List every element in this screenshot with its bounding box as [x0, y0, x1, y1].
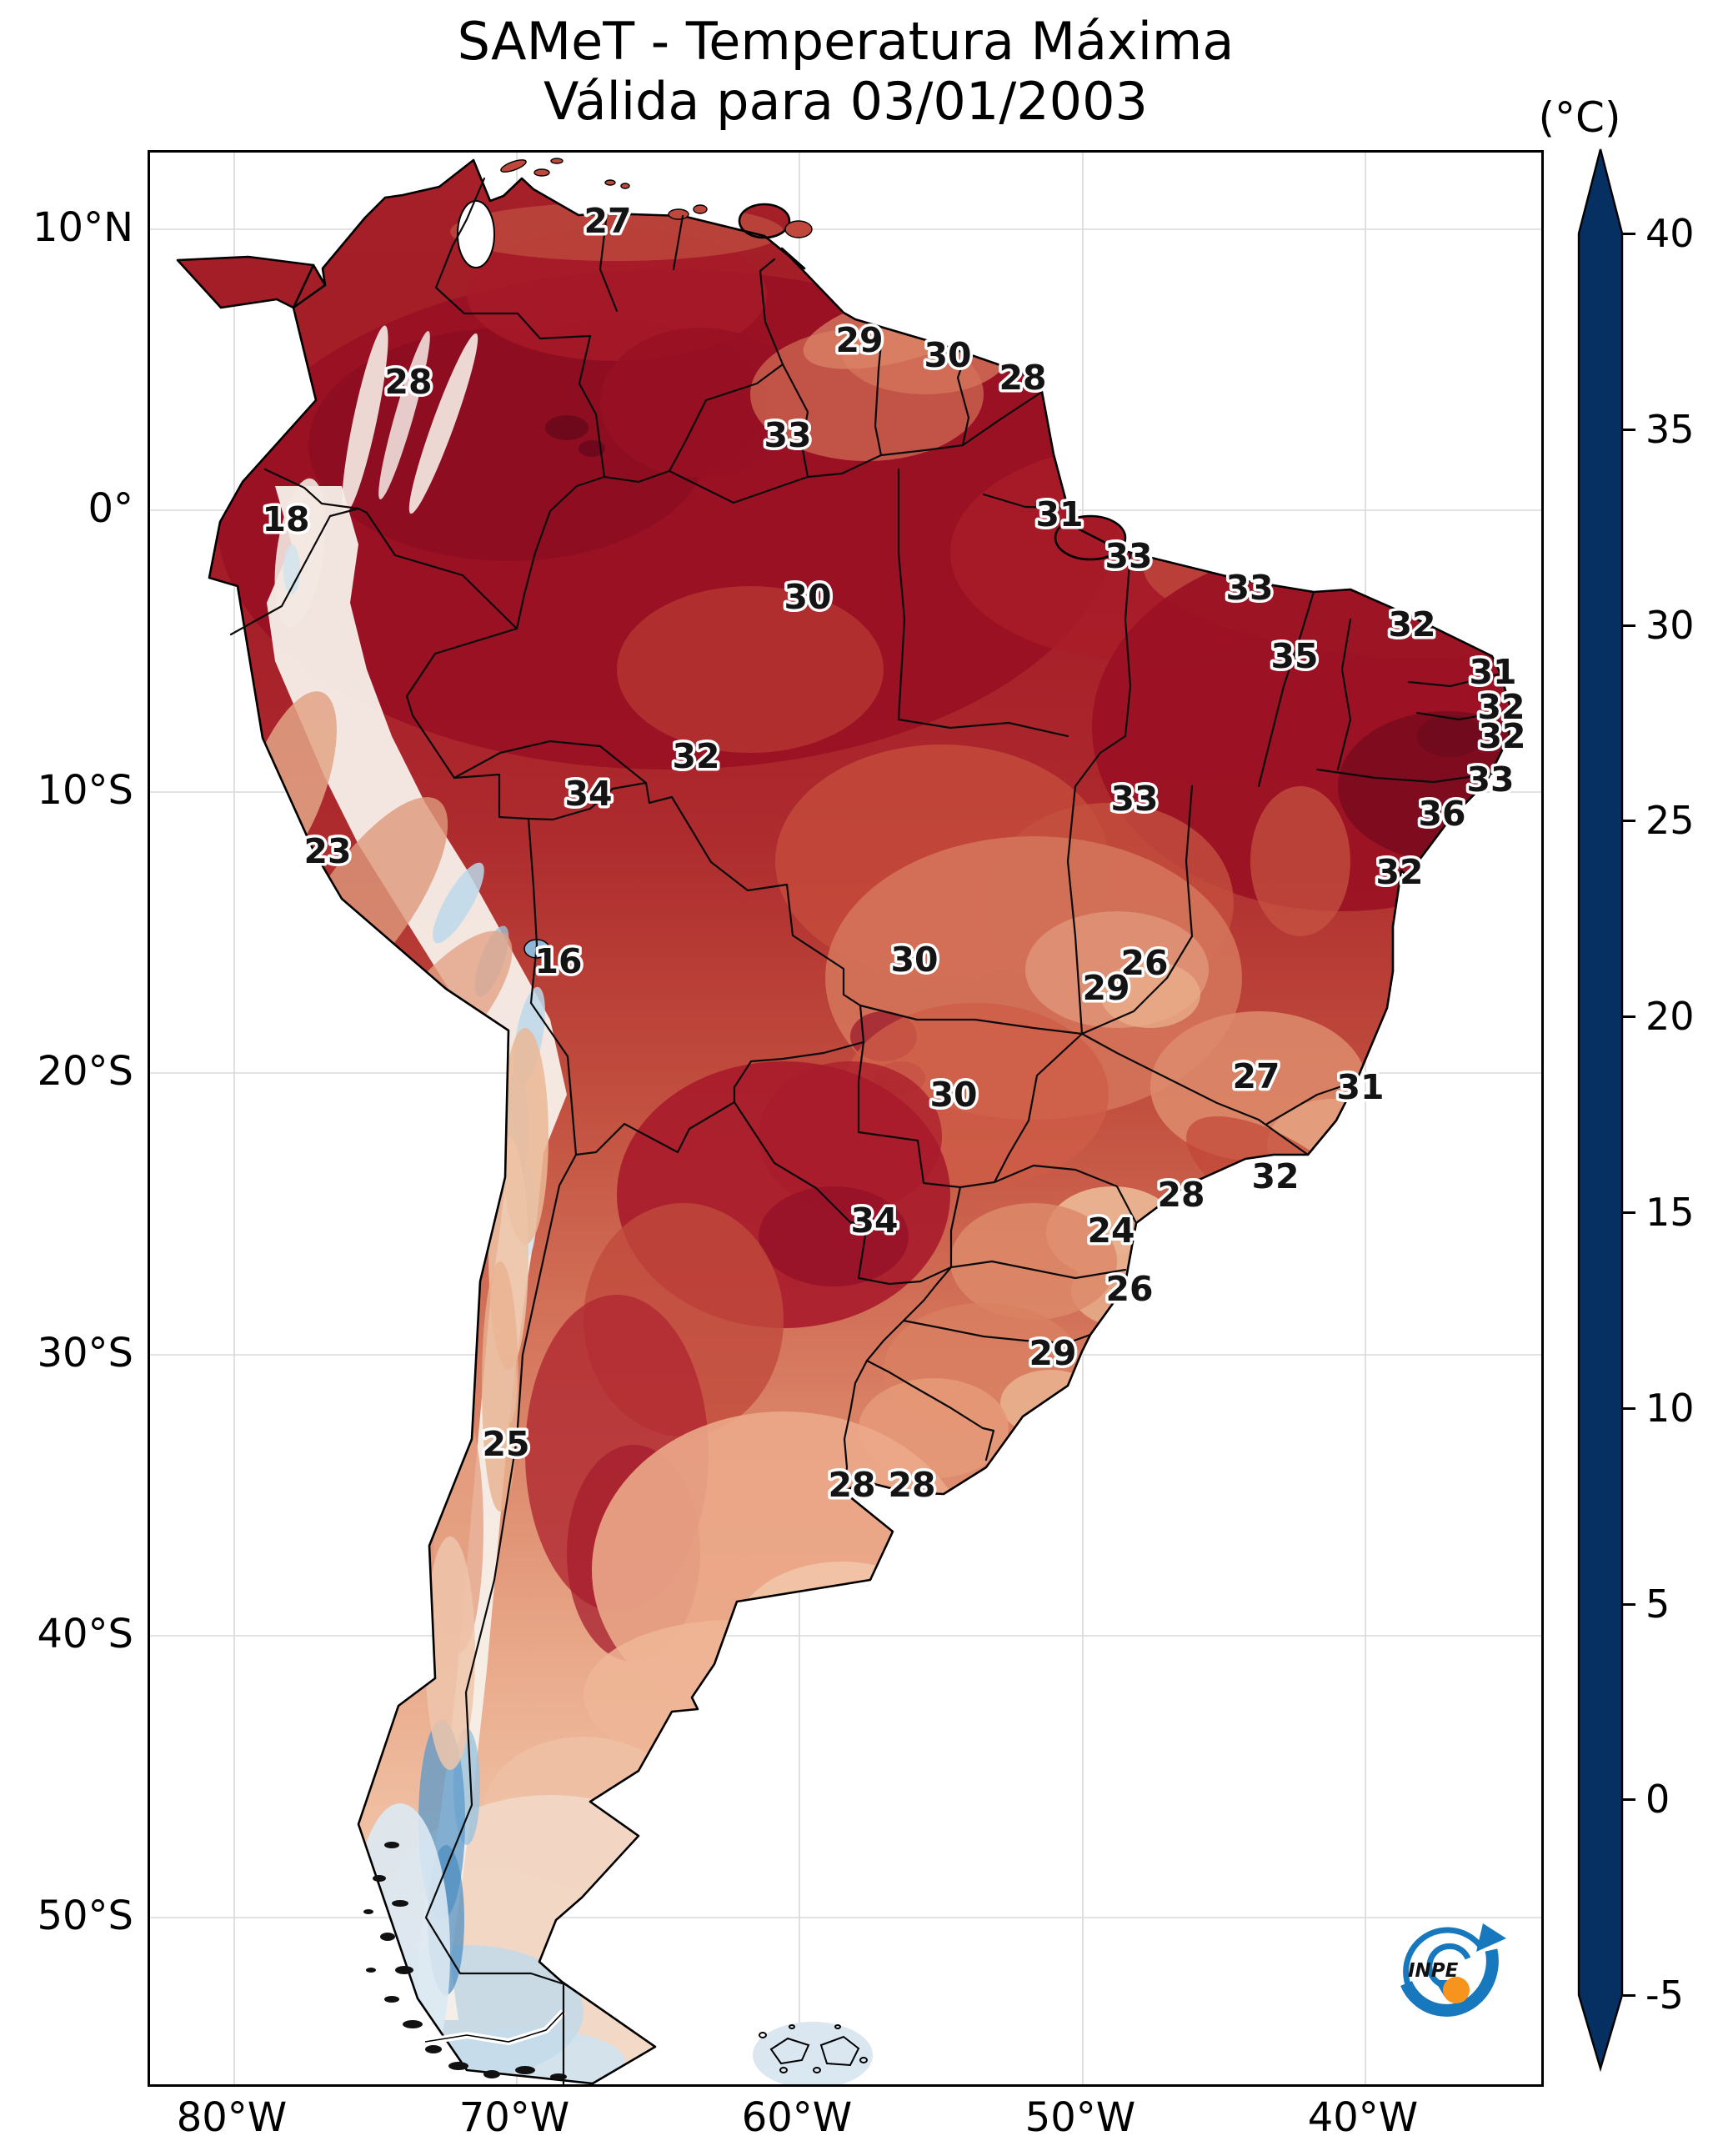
temperature-value-label: 33	[764, 415, 811, 455]
temperature-value-label: 27	[584, 201, 631, 241]
colorbar-tick-label: 35	[1645, 407, 1695, 452]
temperature-value-label: 23	[303, 831, 351, 871]
temperature-value-label: 26	[1120, 943, 1168, 983]
temperature-value-label: 36	[1418, 794, 1465, 834]
colorbar-tick-label: 30	[1645, 603, 1695, 648]
longitude-tick-label: 70°W	[458, 2094, 570, 2141]
colorbar-tick-mark	[1623, 233, 1635, 235]
colorbar-tick-label: 10	[1645, 1386, 1695, 1431]
temperature-value-label: 28	[384, 362, 432, 402]
colorbar-tick-label: 15	[1645, 1190, 1695, 1235]
colorbar-tick-mark	[1623, 429, 1635, 431]
temperature-value-label: 31	[1469, 652, 1516, 692]
colorbar-tick-label: 25	[1645, 798, 1695, 843]
latitude-tick-label: 10°N	[33, 204, 133, 251]
temperature-value-label: 34	[850, 1201, 898, 1241]
colorbar-tick-mark	[1623, 820, 1635, 822]
temperature-value-label: 30	[784, 577, 831, 617]
temperature-value-label: 27	[1232, 1056, 1280, 1096]
temperature-value-label: 28	[828, 1465, 875, 1505]
coastline-outlines	[176, 158, 1513, 2084]
temperature-value-label: 25	[482, 1424, 529, 1464]
temperature-value-label: 33	[1110, 779, 1158, 819]
temperature-value-label: 32	[1375, 852, 1423, 892]
temperature-value-label: 35	[1270, 636, 1318, 676]
inpe-logo-text: INPE	[1408, 1960, 1459, 1982]
temperature-value-label: 33	[1466, 760, 1514, 800]
falkland-islands	[759, 2024, 868, 2073]
latitude-tick-label: 10°S	[37, 767, 133, 814]
inpe-logo: INPE	[1400, 1923, 1506, 2017]
latitude-tick-label: 20°S	[37, 1048, 133, 1095]
colorbar-tick-mark	[1623, 1994, 1635, 1997]
longitude-tick-label: 80°W	[176, 2094, 288, 2141]
colorbar-unit-label: (°C)	[1538, 93, 1621, 142]
colorbar-tick-mark	[1623, 1015, 1635, 1018]
temperature-colorbar	[1577, 148, 1624, 2072]
colorbar-tick-mark	[1623, 1603, 1635, 1606]
temperature-value-label: 28	[1157, 1175, 1205, 1215]
temperature-value-label: 32	[1477, 687, 1525, 727]
latitude-tick-label: 40°S	[37, 1611, 133, 1657]
temperature-value-label: 18	[262, 499, 309, 539]
colorbar-tick-label: -5	[1645, 1973, 1684, 2018]
temperature-value-label: 28	[999, 358, 1046, 398]
temperature-value-label: 16	[534, 941, 582, 981]
map-title: SAMeT - Temperatura Máxima	[457, 11, 1235, 72]
colorbar-tick-mark	[1623, 1211, 1635, 1214]
colorbar-tick-label: 20	[1645, 994, 1695, 1039]
temperature-value-label: 29	[1082, 968, 1129, 1008]
temperature-value-label: 32	[1388, 604, 1435, 644]
temperature-value-label: 32	[672, 736, 719, 776]
temperature-value-label: 31	[1035, 494, 1083, 534]
colorbar-tick-mark	[1623, 1798, 1635, 1801]
temperature-value-label: 28	[888, 1465, 935, 1505]
temperature-value-label: 32	[1478, 716, 1525, 756]
map-subtitle-date: Válida para 03/01/2003	[543, 71, 1148, 132]
longitude-tick-label: 40°W	[1307, 2094, 1419, 2141]
colorbar-tick-label: 40	[1645, 211, 1695, 256]
colorbar-tick-mark	[1623, 624, 1635, 627]
temperature-value-label: 30	[924, 335, 971, 375]
temperature-value-label: 33	[1225, 568, 1273, 608]
colorbar-tick-label: 5	[1645, 1582, 1670, 1627]
temperature-value-label: 32	[1251, 1156, 1299, 1196]
map-plot-area: 27 29 30 28 28 33 18 31 33 30 33 32 35 31 32 32 32 34 33 33…	[148, 150, 1544, 2087]
colorbar-tick-label: 0	[1645, 1777, 1670, 1822]
temperature-value-label: 29	[1029, 1333, 1076, 1373]
temperature-value-label: 30	[929, 1075, 977, 1115]
temperature-value-label: 29	[835, 320, 883, 360]
longitude-tick-label: 60°W	[741, 2094, 853, 2141]
fjord-speckles	[363, 1842, 567, 2080]
temperature-value-label: 33	[1104, 536, 1152, 576]
latitude-tick-label: 30°S	[37, 1330, 133, 1376]
temperature-field-raster	[178, 160, 1511, 2084]
country-state-borders	[229, 177, 1513, 2084]
temperature-value-label: 30	[890, 940, 938, 980]
colorbar-tick-mark	[1623, 1407, 1635, 1410]
temperature-value-label: 26	[1105, 1269, 1153, 1309]
latitude-tick-label: 50°S	[37, 1893, 133, 1939]
longitude-tick-label: 50°W	[1024, 2094, 1136, 2141]
latitude-tick-label: 0°	[88, 485, 133, 532]
temperature-value-label: 34	[564, 774, 612, 814]
temperature-value-label: 31	[1336, 1067, 1384, 1107]
temperature-value-label: 24	[1087, 1211, 1134, 1251]
